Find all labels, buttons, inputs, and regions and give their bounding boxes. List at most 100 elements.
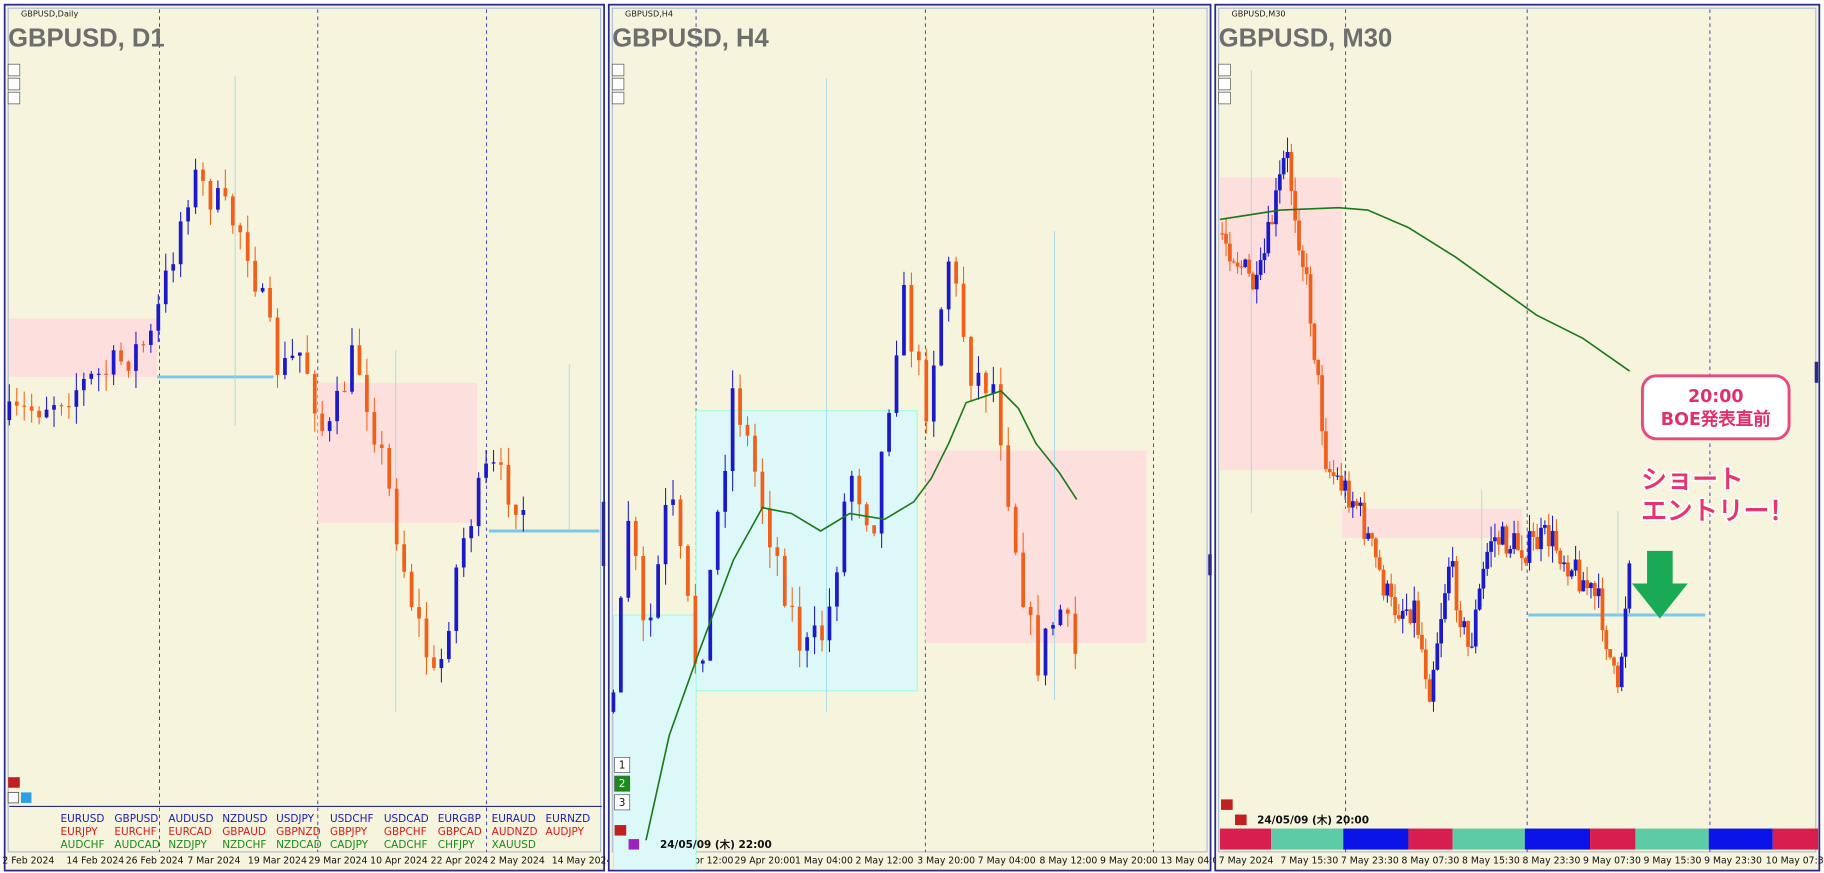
indicator-strip <box>1635 828 1709 850</box>
candle-body <box>969 336 973 386</box>
candle-body <box>1481 568 1486 589</box>
indicator-strip <box>1408 828 1453 850</box>
x-axis-label: 9 May 20:00 <box>1100 856 1158 867</box>
symbol-link[interactable]: USDCHF <box>330 813 374 825</box>
symbol-link[interactable]: EURAUD <box>492 813 536 825</box>
candle-body <box>387 448 392 489</box>
candle-body <box>1293 190 1298 221</box>
close-button <box>1221 799 1233 810</box>
candle-body <box>1439 619 1444 644</box>
candle-body <box>820 625 824 641</box>
symbol-link[interactable]: EURCAD <box>168 826 212 838</box>
candle-body <box>1266 222 1271 254</box>
symbol-link[interactable]: AUDCHF <box>61 839 105 851</box>
candle-body <box>1058 609 1063 626</box>
symbol-link[interactable]: CADJPY <box>330 839 369 851</box>
candle-body <box>768 508 772 548</box>
symbol-link[interactable]: GBPJPY <box>330 826 368 838</box>
candle-body <box>1362 502 1367 539</box>
candle-body <box>1485 551 1490 569</box>
symbol-link[interactable]: CADCHF <box>384 839 428 851</box>
symbol-link[interactable]: XAUUSD <box>492 839 536 851</box>
candle-body <box>372 412 377 445</box>
candle-body <box>119 350 123 362</box>
candle-body <box>37 410 41 418</box>
candle-body <box>230 196 235 226</box>
symbol-link[interactable]: CHFJPY <box>438 839 475 851</box>
candle-body <box>193 169 198 208</box>
candle-body <box>1589 583 1593 589</box>
candle-body <box>156 304 161 331</box>
symbol-link[interactable]: GBPNZD <box>276 826 321 838</box>
x-axis-label: 7 May 2024 <box>1219 856 1274 867</box>
symbol-link[interactable]: AUDNZD <box>492 826 538 838</box>
indicator-strip <box>1708 828 1773 850</box>
x-axis-label: 26 Apr 12:00 <box>673 856 734 867</box>
indicator-strip <box>1271 828 1344 850</box>
indicator-strip <box>1343 828 1409 850</box>
symbol-link[interactable]: NZDCAD <box>276 839 322 851</box>
candle-body <box>89 373 94 379</box>
timeframe-button[interactable]: 3 <box>614 794 631 811</box>
candle-body <box>700 660 705 664</box>
candle-body <box>849 475 854 502</box>
candle-body <box>1339 475 1344 491</box>
indicator-strip <box>1524 828 1591 850</box>
candle-body <box>991 384 996 394</box>
chart-area-border <box>7 7 602 853</box>
candle-body <box>730 388 735 472</box>
symbol-link[interactable]: NZDCHF <box>222 839 266 851</box>
timeframe-button[interactable]: 2 <box>614 775 631 792</box>
candle-body <box>812 625 817 638</box>
symbol-link[interactable]: AUDCAD <box>114 839 159 851</box>
candle-body <box>201 169 205 181</box>
symbol-link[interactable]: EURCHF <box>114 826 156 838</box>
candle-body <box>924 360 929 422</box>
timeframe-button[interactable]: 1 <box>614 757 631 773</box>
symbol-link[interactable]: EURJPY <box>61 826 99 838</box>
symbol-link[interactable]: EURUSD <box>61 813 105 825</box>
symbol-link[interactable]: USDCAD <box>384 813 429 825</box>
candle-body <box>439 659 444 669</box>
candle-body <box>350 345 354 392</box>
symbol-link[interactable]: NZDJPY <box>168 839 207 851</box>
candle-body <box>104 373 109 375</box>
candle-body <box>1450 561 1455 567</box>
symbol-link[interactable]: GBPAUD <box>222 826 266 838</box>
symbol-link[interactable]: GBPCAD <box>438 826 482 838</box>
scale-button <box>7 91 21 105</box>
indicator-strip <box>1590 828 1636 850</box>
symbol-link[interactable]: GBPCHF <box>384 826 427 838</box>
candle-body <box>111 350 116 375</box>
button-label: 1 <box>619 760 626 772</box>
x-axis-label: 8 May 12:00 <box>1039 856 1097 867</box>
candle-body <box>1312 323 1317 360</box>
candle-body <box>864 504 869 526</box>
scale-button <box>7 77 21 91</box>
candle-body <box>909 284 914 352</box>
candle-body <box>902 284 906 356</box>
candle-body <box>1504 526 1509 554</box>
candle-body <box>1615 665 1620 688</box>
symbol-link[interactable]: GBPUSD <box>114 813 158 825</box>
callout-text: 20:00 <box>1688 387 1744 407</box>
symbol-link[interactable]: EURNZD <box>546 813 591 825</box>
candle-body <box>686 545 690 596</box>
symbol-link[interactable]: USDJPY <box>276 813 314 825</box>
candle-body <box>1051 625 1055 629</box>
canvas: GBPUSD,Daily GBPUSD, D1 2 Feb 2024 14 Feb 2… <box>2 3 1824 872</box>
candle-body <box>506 464 511 505</box>
candle-body <box>1454 561 1459 611</box>
candle-body <box>656 564 660 618</box>
candle-body <box>611 692 616 712</box>
candle-body <box>1623 608 1628 657</box>
candle-body <box>484 463 488 478</box>
symbol-link[interactable]: NZDUSD <box>222 813 267 825</box>
candle-body <box>790 605 795 608</box>
symbol-link[interactable]: EURGBP <box>438 813 481 825</box>
symbol-link[interactable]: AUDUSD <box>168 813 213 825</box>
symbol-link[interactable]: AUDJPY <box>546 826 585 838</box>
candle-body <box>297 352 302 356</box>
candle-body <box>1231 261 1236 263</box>
